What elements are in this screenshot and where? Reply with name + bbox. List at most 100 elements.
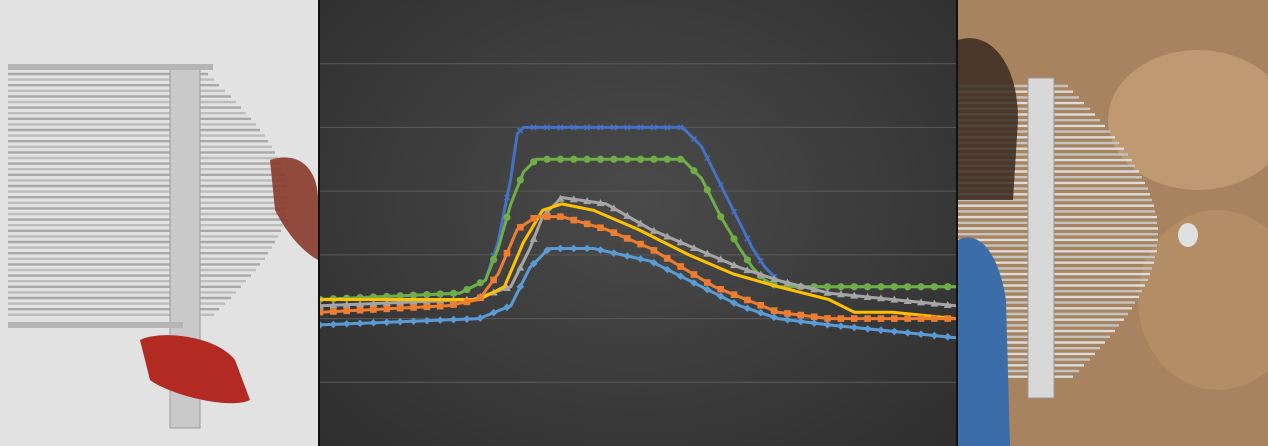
data-point (891, 315, 898, 322)
series-3 (320, 194, 956, 309)
data-point (423, 290, 431, 299)
line-chart (320, 63, 956, 383)
data-point (636, 255, 645, 263)
data-point (570, 216, 578, 224)
data-point (449, 315, 458, 324)
data-point (717, 213, 725, 221)
data-point (823, 288, 832, 296)
data-point (690, 279, 698, 287)
data-point (837, 283, 845, 291)
data-point (850, 323, 859, 332)
data-point (516, 263, 525, 271)
data-point (663, 155, 671, 163)
data-point (689, 243, 698, 251)
data-point (676, 238, 685, 246)
data-point (396, 292, 404, 300)
data-point (583, 197, 592, 205)
data-point (810, 313, 818, 321)
data-point (730, 208, 738, 215)
data-point (556, 194, 565, 202)
data-point (770, 307, 778, 314)
data-point (490, 276, 497, 284)
data-point (863, 325, 872, 333)
series-5 (320, 213, 956, 322)
data-point (409, 291, 418, 299)
data-point (743, 266, 752, 274)
data-point (823, 320, 832, 329)
data-point (744, 235, 751, 242)
data-point (703, 186, 711, 194)
data-point (396, 298, 405, 306)
data-point (583, 244, 591, 253)
data-point (756, 309, 765, 317)
data-point (663, 232, 672, 240)
data-point (930, 331, 939, 340)
data-point (837, 315, 845, 322)
series-line-1 (320, 125, 956, 301)
data-point (650, 247, 658, 254)
data-point (930, 283, 938, 291)
data-point (730, 299, 738, 307)
data-point (757, 257, 764, 264)
data-point (637, 240, 644, 248)
data-point (690, 271, 698, 278)
right-photo (958, 0, 1268, 446)
data-point (917, 298, 926, 306)
data-point (904, 315, 911, 322)
data-point (529, 234, 538, 242)
data-point (744, 296, 751, 304)
data-point (677, 263, 684, 270)
data-point (757, 302, 765, 309)
data-point (730, 235, 738, 243)
data-point (944, 283, 952, 291)
data-point (557, 124, 564, 131)
data-point (783, 315, 792, 324)
data-point (704, 154, 711, 162)
data-point (423, 316, 431, 325)
data-point (383, 305, 391, 313)
data-point (476, 279, 484, 287)
data-point (703, 285, 712, 294)
data-point (944, 315, 952, 322)
data-point (850, 291, 859, 299)
data-point (730, 291, 738, 298)
data-point (583, 155, 591, 163)
data-point (810, 319, 818, 327)
data-point (596, 155, 605, 163)
data-point (329, 301, 338, 309)
data-point (797, 311, 805, 319)
data-point (637, 124, 644, 131)
data-point (717, 285, 724, 293)
data-point (320, 301, 324, 309)
data-point (903, 296, 912, 304)
data-point (530, 158, 538, 166)
data-point (877, 326, 885, 334)
data-point (890, 295, 899, 303)
data-point (824, 315, 831, 322)
data-point (396, 317, 404, 326)
data-point (836, 290, 845, 298)
data-point (690, 167, 698, 175)
data-point (917, 330, 925, 338)
data-point (503, 249, 511, 257)
data-point (449, 289, 458, 297)
data-point (529, 259, 538, 268)
data-point (569, 195, 578, 203)
data-point (343, 307, 351, 315)
data-point (423, 303, 431, 311)
series-line-3 (320, 196, 956, 308)
data-point (797, 317, 805, 326)
data-point (877, 283, 885, 291)
data-point (410, 304, 417, 311)
data-point (584, 124, 591, 131)
data-point (329, 320, 338, 329)
data-point (583, 220, 591, 228)
data-point (770, 313, 778, 322)
data-point (382, 318, 391, 327)
series-line-4 (320, 202, 956, 321)
data-point (623, 235, 631, 242)
data-point (663, 265, 672, 274)
data-point (570, 155, 578, 163)
data-point (717, 181, 724, 188)
data-point (436, 290, 444, 298)
